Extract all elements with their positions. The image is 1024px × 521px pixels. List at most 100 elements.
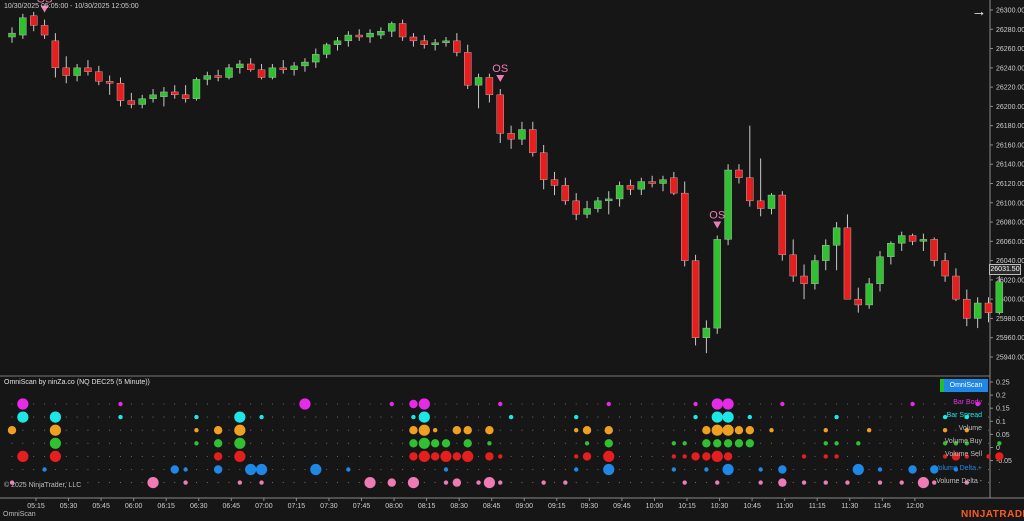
candle-body: [724, 169, 732, 240]
tab-omniscan[interactable]: OmniScan: [3, 511, 36, 518]
indicator-tick-label: 0.2: [996, 393, 1006, 400]
indicator-dot-empty: [846, 403, 848, 405]
indicator-dot-empty: [521, 416, 523, 418]
time-tick-label: 09:00: [515, 503, 533, 510]
indicator-tick-label: 0.05: [996, 432, 1010, 439]
time-tick-label: 08:00: [385, 503, 403, 510]
indicator-dot-empty: [87, 455, 89, 457]
indicator-dot-empty: [478, 416, 480, 418]
indicator-dot-empty: [54, 482, 56, 484]
indicator-dot-empty: [532, 482, 534, 484]
indicator-dot: [745, 426, 754, 435]
indicator-dot-empty: [901, 442, 903, 444]
indicator-dot-empty: [434, 482, 436, 484]
indicator-dot-empty: [141, 482, 143, 484]
indicator-dot-empty: [163, 429, 165, 431]
indicator-dot: [711, 424, 723, 436]
indicator-dot: [17, 411, 29, 423]
indicator-dot-empty: [955, 482, 957, 484]
indicator-dot-empty: [488, 403, 490, 405]
indicator-dot-empty: [391, 429, 393, 431]
indicator-dot-empty: [467, 482, 469, 484]
candle-body: [822, 244, 830, 261]
candle-body: [73, 67, 81, 76]
indicator-dot-empty: [586, 416, 588, 418]
signal-marker-label: OS: [492, 63, 508, 75]
indicator-dot: [704, 467, 709, 472]
indicator-dot-empty: [543, 429, 545, 431]
indicator-dot-empty: [271, 468, 273, 471]
indicator-dot-empty: [695, 429, 697, 431]
indicator-dot-empty: [76, 442, 78, 444]
indicator-dot-empty: [109, 482, 111, 484]
indicator-dot-empty: [326, 429, 328, 431]
indicator-dot-empty: [44, 403, 46, 405]
indicator-dot-empty: [380, 403, 382, 405]
candle-body: [453, 40, 461, 53]
indicator-dot-empty: [586, 403, 588, 405]
candle-body: [474, 77, 483, 86]
indicator-dot-empty: [543, 442, 545, 444]
indicator-dot-empty: [358, 455, 360, 457]
arrow-right-icon[interactable]: →: [971, 3, 987, 20]
indicator-dot-empty: [369, 442, 371, 444]
indicator-dot-empty: [326, 442, 328, 444]
indicator-dot: [780, 401, 785, 407]
indicator-dot-empty: [347, 429, 349, 431]
candle-body: [876, 256, 884, 284]
indicator-dot-empty: [564, 403, 566, 405]
indicator-dot: [834, 454, 839, 459]
indicator-dot-empty: [402, 468, 404, 471]
indicator-dot-empty: [987, 416, 990, 418]
indicator-dot-empty: [597, 403, 599, 405]
indicator-dot: [702, 452, 711, 461]
indicator-dot-empty: [163, 416, 165, 418]
indicator-dot-empty: [781, 429, 783, 431]
indicator-dot-empty: [152, 468, 154, 471]
indicator-dot-empty: [22, 442, 24, 444]
indicator-dot-empty: [890, 482, 892, 484]
indicator-dot-empty: [586, 482, 588, 484]
indicator-dot-empty: [358, 482, 360, 484]
indicator-dot-empty: [510, 455, 512, 457]
indicator-dot-empty: [684, 403, 686, 405]
indicator-dot-empty: [391, 468, 393, 471]
indicator-dot-empty: [478, 468, 480, 471]
indicator-dot: [711, 450, 723, 462]
indicator-dot-empty: [174, 442, 176, 444]
indicator-dot-empty: [597, 442, 599, 444]
indicator-dot-empty: [423, 468, 425, 471]
indicator-dot-empty: [54, 468, 56, 471]
indicator-dot: [194, 428, 199, 433]
candle-body: [171, 91, 179, 96]
indicator-dot-empty: [163, 468, 165, 471]
indicator-dot-empty: [185, 403, 187, 405]
indicator-dot-empty: [619, 403, 621, 405]
indicator-dot-empty: [98, 482, 100, 484]
indicator-dot-empty: [738, 468, 740, 471]
indicator-dot: [693, 414, 698, 420]
indicator-dot: [745, 439, 754, 448]
indicator-dot-empty: [250, 429, 252, 431]
indicator-dot-empty: [336, 416, 339, 418]
indicator-dot-empty: [228, 429, 230, 431]
indicator-dot-empty: [293, 455, 295, 457]
indicator-dot-empty: [271, 455, 273, 457]
indicator-dot-empty: [380, 416, 382, 418]
indicator-dot: [942, 428, 948, 433]
time-tick-label: 09:45: [613, 503, 631, 510]
indicator-dot-empty: [998, 482, 1000, 484]
indicator-dot: [758, 467, 763, 472]
indicator-dot-empty: [87, 482, 89, 484]
indicator-dot: [823, 454, 828, 459]
indicator-dot-empty: [749, 403, 751, 405]
indicator-dot-empty: [901, 468, 903, 471]
indicator-dot-empty: [922, 455, 924, 457]
omniscan-button[interactable]: OmniScan: [940, 379, 988, 392]
indicator-dot-empty: [380, 482, 382, 484]
indicator-dot-empty: [44, 482, 46, 484]
indicator-dot-empty: [347, 442, 349, 444]
indicator-dot: [440, 450, 452, 462]
candle-body: [138, 98, 146, 105]
